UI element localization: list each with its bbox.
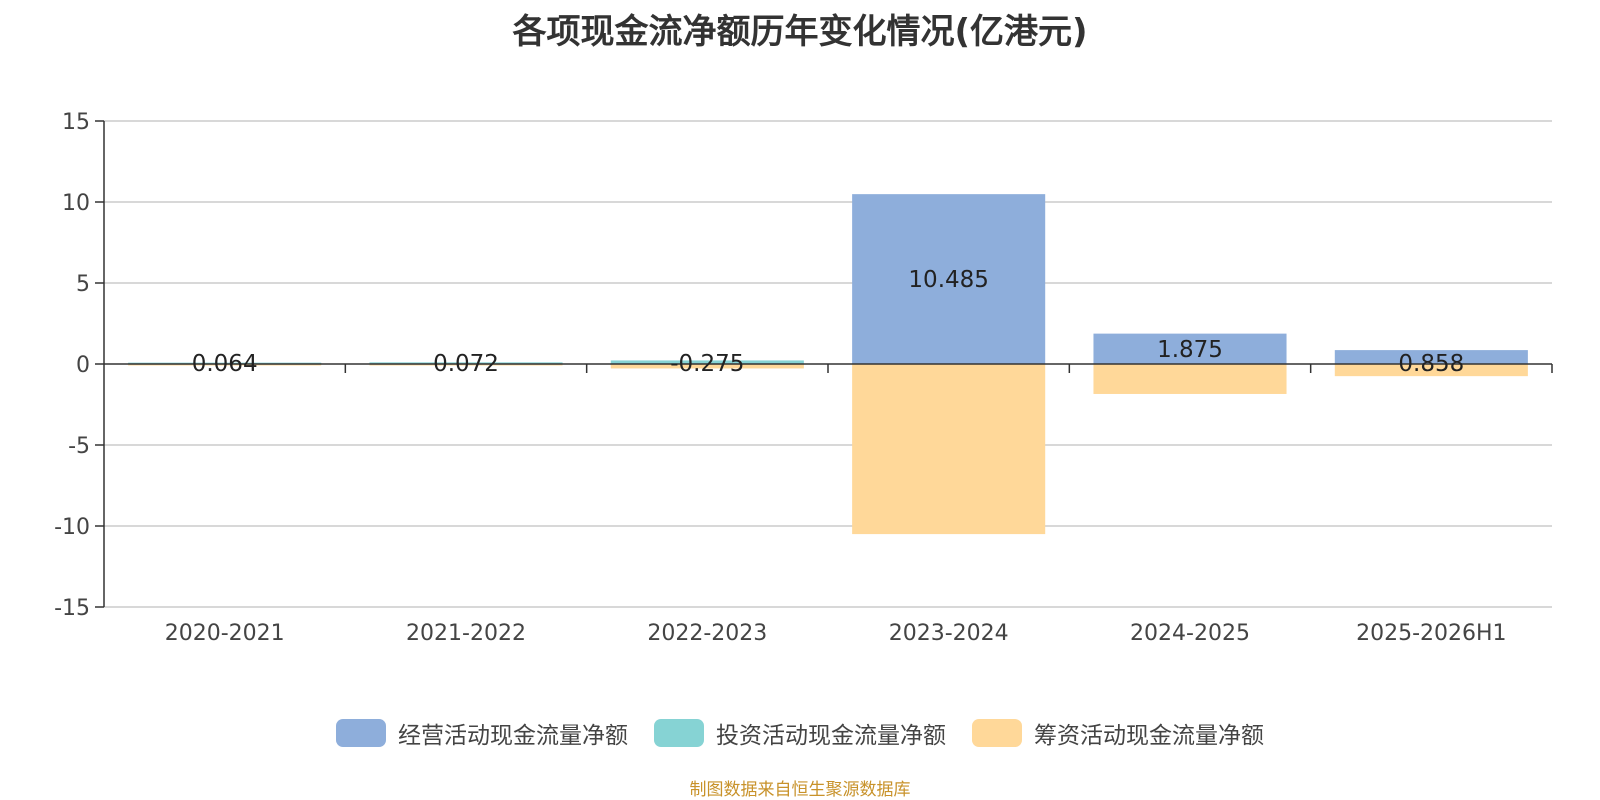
legend-item-financing[interactable]: 筹资活动现金流量净额	[972, 716, 1264, 750]
x-tick-label: 2023-2024	[889, 621, 1009, 646]
bar-investing[interactable]	[369, 362, 563, 364]
chart-title: 各项现金流净额历年变化情况(亿港元)	[512, 12, 1088, 52]
source-note: 制图数据来自恒生聚源数据库	[689, 780, 911, 800]
data-label: -0.275	[670, 351, 744, 377]
y-tick-label: -5	[68, 434, 90, 459]
x-tick-label: 2022-2023	[647, 621, 767, 646]
bar-chart: 15 10 5 0 -5 -10 -15 2020-2021 2021-2022 2022-202…	[54, 110, 1553, 646]
bar-financing[interactable]	[1093, 364, 1287, 394]
legend-label-financing: 筹资活动现金流量净额	[1034, 723, 1264, 749]
legend-label-investing: 投资活动现金流量净额	[716, 723, 946, 749]
y-tick-label: 5	[76, 272, 90, 297]
legend-item-operating[interactable]: 经营活动现金流量净额	[336, 716, 628, 750]
legend-swatch-financing	[972, 719, 1022, 747]
data-label: 0.858	[1398, 351, 1464, 377]
grid-lines	[104, 120, 1552, 608]
y-tick-label: -15	[54, 596, 90, 621]
bar-financing[interactable]	[610, 364, 804, 369]
x-tick-label: 2021-2022	[406, 621, 526, 646]
bar-operating[interactable]	[1334, 350, 1528, 364]
x-tick-label: 2020-2021	[165, 621, 285, 646]
data-label: 0.072	[433, 351, 499, 377]
legend-label-operating: 经营活动现金流量净额	[398, 723, 628, 749]
y-tick-label: 0	[76, 353, 90, 378]
data-label: 10.485	[908, 267, 988, 293]
bar-financing[interactable]	[852, 364, 1046, 535]
x-tick-label: 2025-2026H1	[1356, 621, 1506, 646]
legend-swatch-operating	[336, 719, 386, 747]
data-label: 1.875	[1157, 337, 1223, 363]
x-tick-label: 2024-2025	[1130, 621, 1250, 646]
bar-operating[interactable]	[1093, 333, 1287, 364]
legend-item-investing[interactable]: 投资活动现金流量净额	[654, 716, 946, 750]
bar-financing[interactable]	[1334, 364, 1528, 377]
data-labels: 0.064 0.072 -0.275 10.485 1.875 0.858	[192, 267, 1465, 377]
bar-investing[interactable]	[610, 360, 804, 364]
legend-swatch-investing	[654, 719, 704, 747]
data-label: 0.064	[192, 351, 258, 377]
y-tick-label: 10	[62, 191, 90, 216]
axes: 15 10 5 0 -5 -10 -15 2020-2021 2021-2022 2022-202…	[54, 110, 1553, 646]
y-tick-label: -10	[54, 515, 90, 540]
bar-operating[interactable]	[852, 194, 1046, 364]
y-tick-label: 15	[62, 110, 90, 135]
legend: 经营活动现金流量净额 投资活动现金流量净额 筹资活动现金流量净额	[0, 716, 1600, 750]
